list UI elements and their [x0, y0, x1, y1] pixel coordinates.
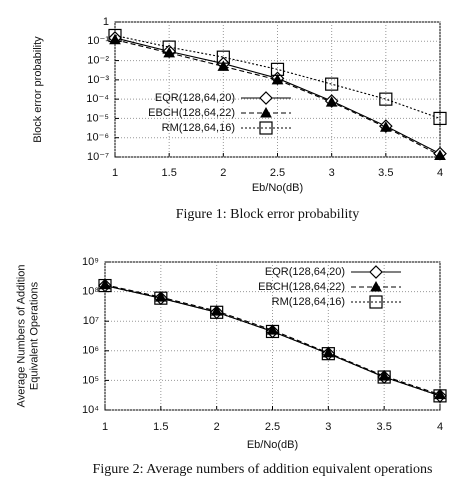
x-tick-label: 3.5	[378, 167, 393, 179]
x-tick-label: 2.5	[270, 167, 285, 179]
y-axis-label: Average Numbers of Addition	[15, 265, 27, 408]
x-tick-label: 4	[437, 421, 443, 433]
y-tick-label: 10⁹	[82, 256, 99, 268]
x-tick-label: 3.5	[377, 421, 392, 433]
marker-triangle	[163, 46, 176, 58]
marker-square	[108, 28, 122, 43]
marker-square	[162, 40, 176, 54]
legend-label: EBCH(128,64,22)	[148, 107, 235, 119]
y-tick-label: 10⁶	[82, 345, 99, 357]
y-tick-label: 10⁻¹	[87, 35, 109, 47]
y-tick-label: 10⁻⁶	[86, 132, 109, 144]
legend-label: RM(128,64,16)	[162, 122, 235, 134]
x-tick-label: 4	[437, 167, 443, 179]
y-tick-label: 1	[103, 16, 109, 28]
legend-marker	[259, 91, 273, 105]
marker-square	[321, 347, 335, 361]
y-tick-label: 10⁴	[82, 404, 99, 416]
legend-label: EQR(128,64,20)	[265, 266, 345, 278]
x-tick-label: 2	[214, 421, 220, 433]
y-tick-label: 10⁵	[82, 374, 99, 386]
marker-triangle	[271, 73, 284, 85]
legend-marker	[369, 265, 383, 279]
x-axis-label: Eb/No(dB)	[247, 439, 298, 451]
marker-triangle	[99, 278, 111, 290]
marker-triangle	[379, 121, 392, 132]
x-tick-label: 2	[220, 167, 226, 179]
marker-square	[379, 92, 393, 106]
marker-triangle	[434, 388, 446, 400]
legend-label: EBCH(128,64,22)	[258, 281, 345, 293]
marker-square	[210, 305, 224, 319]
legend-marker	[369, 295, 383, 309]
marker-square	[154, 291, 168, 305]
x-tick-label: 3	[329, 167, 335, 179]
marker-square	[433, 111, 447, 126]
y-tick-label: 10⁻⁷	[87, 151, 109, 163]
y-tick-label: 10⁷	[83, 315, 99, 327]
marker-square	[216, 50, 230, 64]
marker-triangle	[217, 60, 230, 71]
series-line	[104, 285, 441, 397]
y-axis-label: Equivalent Operations	[28, 281, 40, 390]
y-tick-label: 10⁸	[82, 286, 99, 298]
y-tick-label: 10⁻³	[87, 74, 109, 86]
x-tick-label: 1	[102, 421, 108, 433]
marker-square	[433, 389, 447, 403]
legend-label: EQR(128,64,20)	[155, 92, 235, 104]
legend-label: RM(128,64,16)	[272, 296, 345, 308]
figure-caption: Figure 1: Block error probability	[176, 207, 360, 222]
marker-triangle	[154, 291, 167, 302]
x-axis-label: Eb/No(dB)	[252, 182, 303, 194]
marker-triangle	[325, 96, 338, 107]
legend-marker	[259, 121, 273, 135]
marker-square	[265, 324, 280, 339]
y-tick-label: 10⁻⁵	[86, 112, 109, 124]
x-tick-label: 2.5	[265, 421, 280, 433]
marker-triangle	[434, 149, 446, 160]
x-tick-label: 3	[325, 421, 331, 433]
x-tick-label: 1.5	[162, 167, 177, 179]
figure-caption: Figure 2: Average numbers of addition eq…	[93, 462, 433, 477]
x-tick-label: 1	[112, 167, 118, 179]
legend-marker	[260, 106, 272, 118]
y-tick-label: 10⁻⁴	[86, 93, 109, 105]
marker-square	[325, 77, 339, 91]
marker-square	[270, 62, 285, 76]
legend-marker	[370, 280, 382, 292]
y-axis-label: Block error probability	[32, 36, 44, 143]
x-tick-label: 1.5	[153, 421, 168, 433]
marker-square	[98, 278, 112, 293]
y-tick-label: 10⁻²	[87, 54, 109, 66]
marker-triangle	[266, 324, 279, 335]
marker-square	[377, 370, 391, 384]
